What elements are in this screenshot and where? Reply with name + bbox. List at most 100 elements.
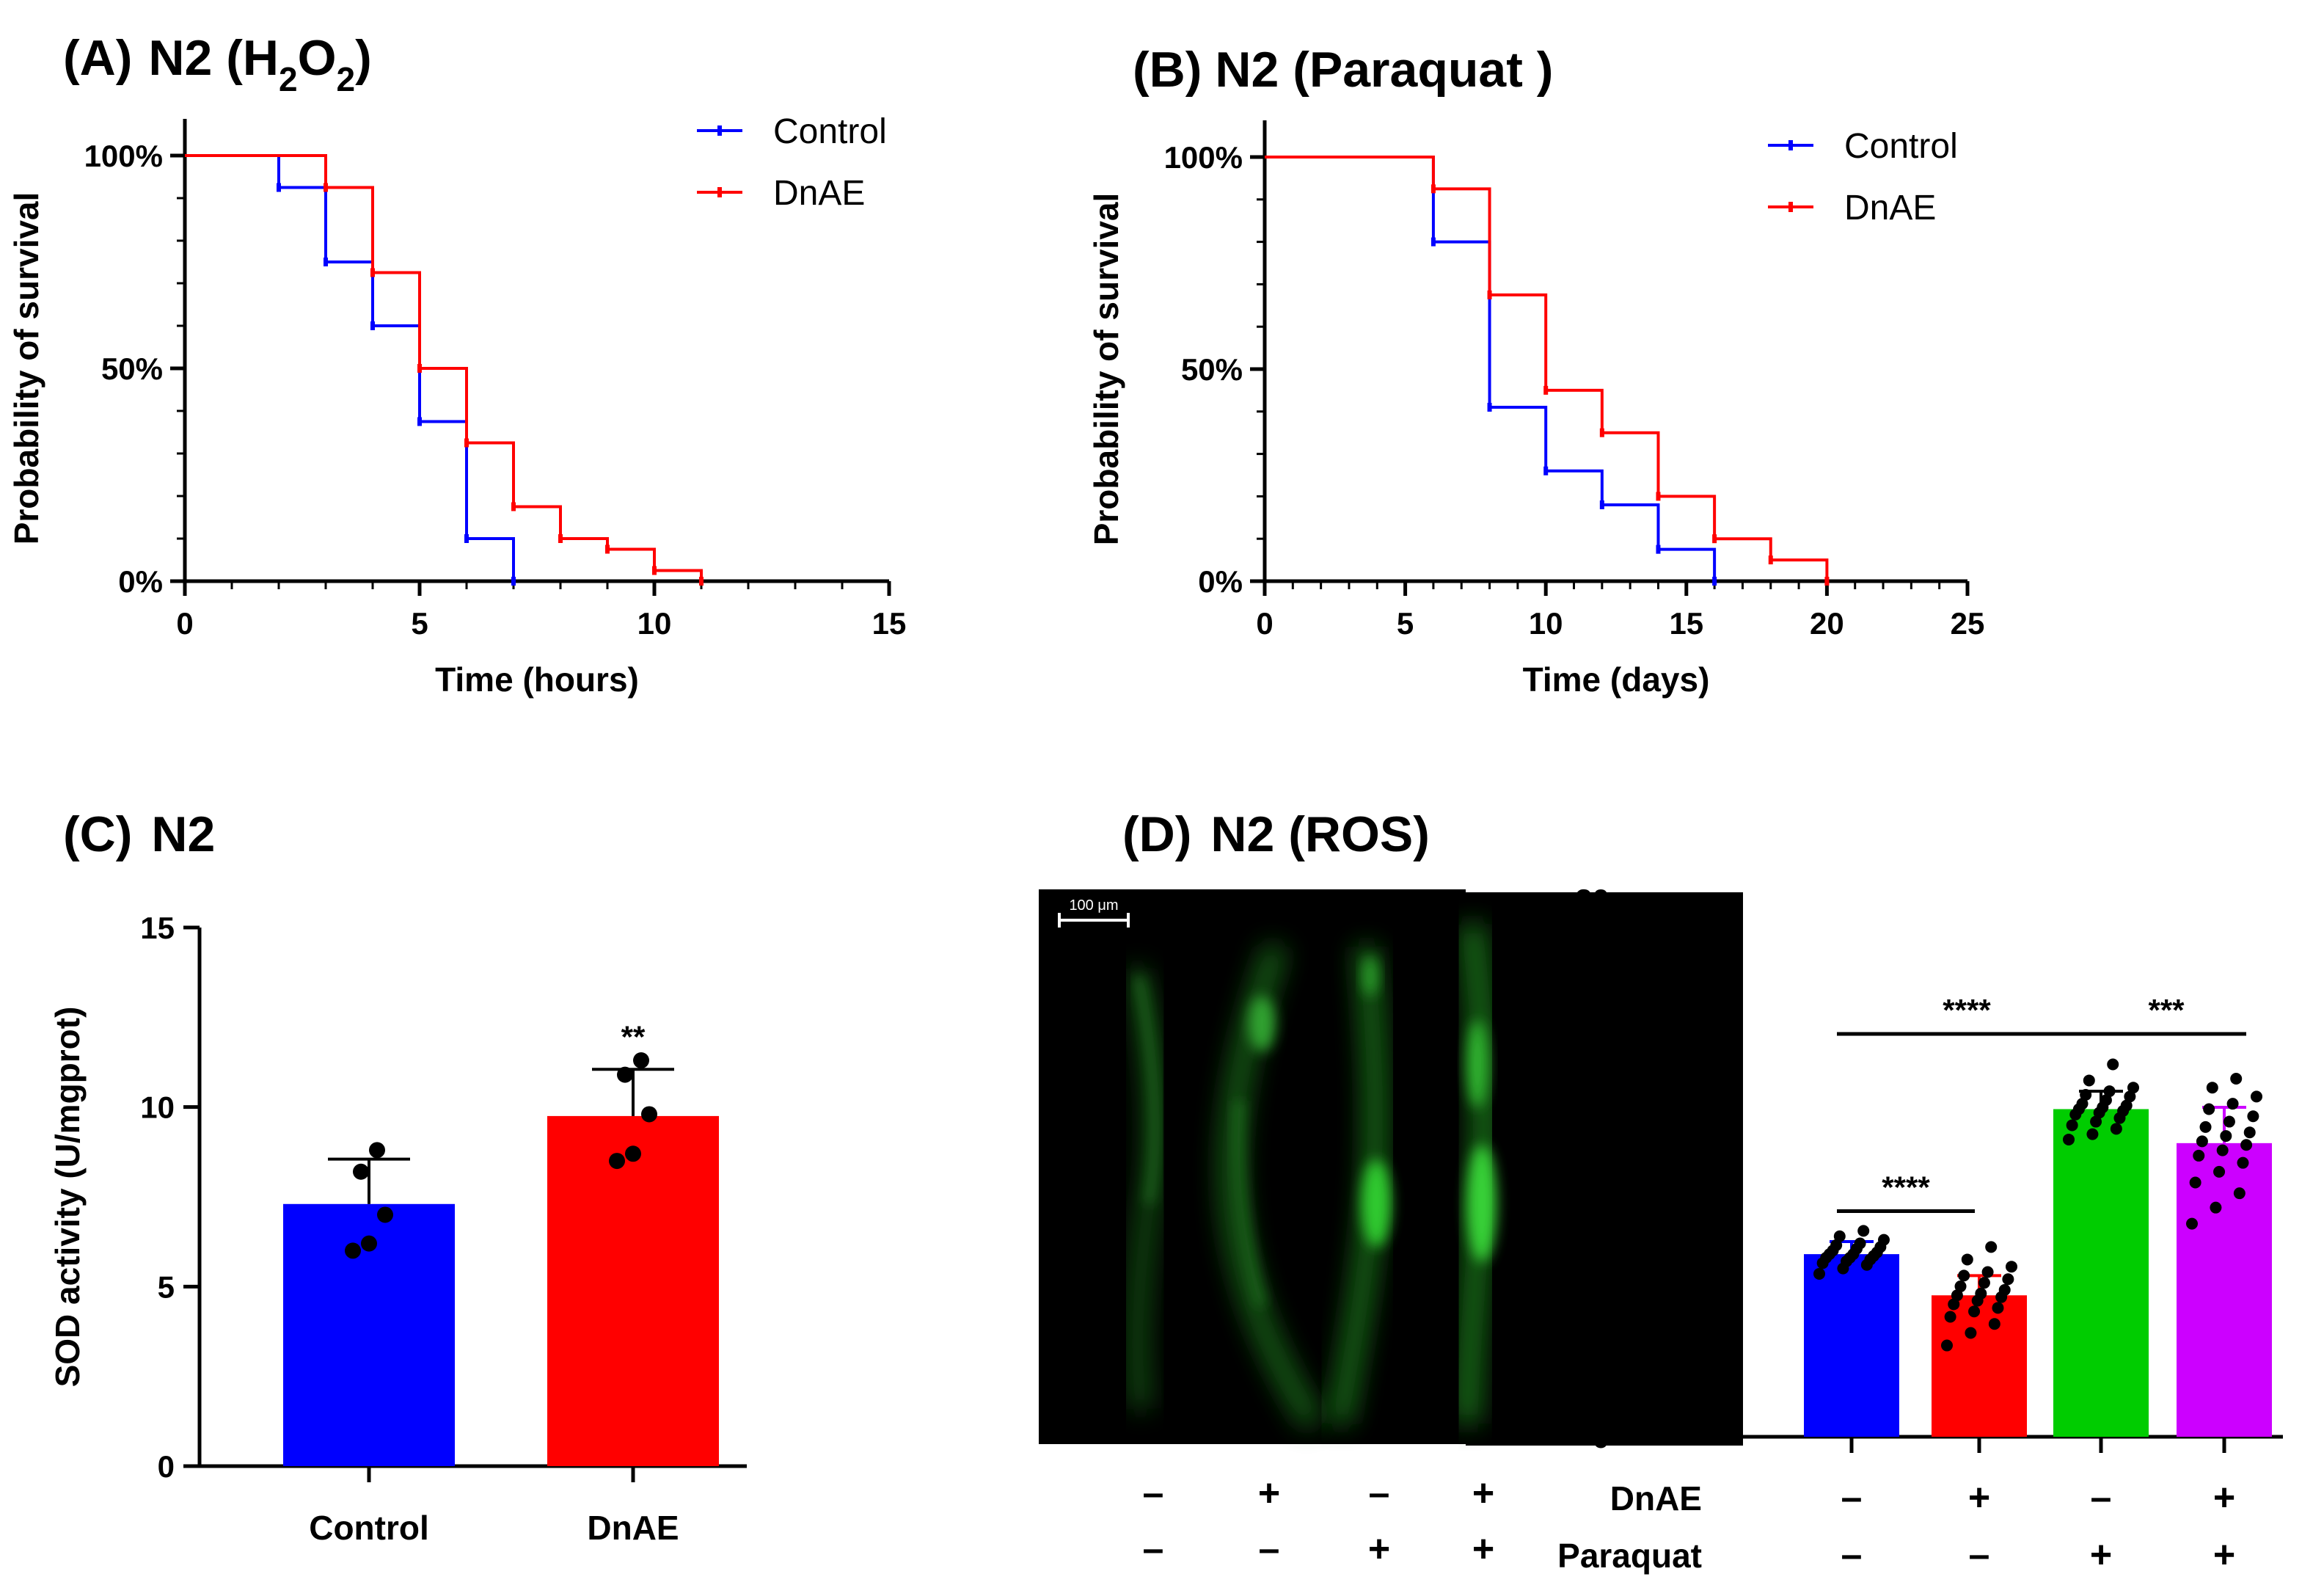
image-condition-labels: – + – + – – + +: [1143, 1472, 1495, 1570]
comparison-label: ****: [1882, 1170, 1930, 1205]
bar-4: [2177, 1143, 2272, 1437]
significance-label: **: [621, 1019, 646, 1054]
data-point: [361, 1235, 377, 1252]
data-point: [1985, 1241, 1998, 1253]
panel-a-label: (A): [63, 30, 132, 86]
worm-2: [1220, 942, 1323, 1429]
data-point: [2186, 1217, 2198, 1230]
worm-1: [1126, 966, 1164, 1410]
data-point: [2196, 1135, 2208, 1148]
data-point: [369, 1142, 385, 1159]
data-point: [2233, 1187, 2246, 1200]
data-point: [1978, 1277, 1990, 1289]
image-condition-sign: +: [1258, 1472, 1280, 1515]
image-panel-2: [1466, 892, 1743, 1446]
panel-a-title-end: ): [355, 30, 372, 86]
data-point: [1830, 1239, 1843, 1251]
data-point: [2206, 1082, 2218, 1094]
data-point: [2240, 1139, 2253, 1151]
data-point: [2063, 1133, 2075, 1145]
panel-a-title-text: N2 (H: [148, 30, 279, 86]
data-point: [2066, 1119, 2078, 1132]
data-point: [2107, 1058, 2119, 1071]
y-tick-label: 20: [1575, 1062, 1609, 1096]
data-point: [2216, 1144, 2229, 1156]
worm-4: [1455, 923, 1497, 1424]
panel-b-label: (B): [1133, 42, 1202, 98]
data-point: [625, 1145, 641, 1162]
data-point: [377, 1206, 393, 1223]
y-axis-label: SOD activity (U/mgprot): [48, 1007, 87, 1388]
panel-a-survival-chart: 0 5 10 15 0% 50% 100% Time (hours) Probability o…: [7, 112, 906, 699]
data-point: [1944, 1311, 1956, 1323]
data-point: [1813, 1267, 1825, 1280]
data-point: [2006, 1261, 2017, 1273]
data-point: [2223, 1115, 2235, 1128]
data-point: [1878, 1234, 1890, 1246]
data-point: [1958, 1269, 1970, 1282]
x-tick-label: 20: [1810, 606, 1844, 641]
data-point: [1854, 1237, 1866, 1250]
x-tick-label: 5: [1397, 606, 1414, 641]
image-condition-sign: –: [1143, 1528, 1164, 1570]
y-axis-label: Probability of survival: [7, 192, 45, 545]
data-point: [2237, 1156, 2249, 1169]
y-axis-label: Probability of survival: [1087, 193, 1125, 546]
data-point: [2080, 1088, 2092, 1101]
image-condition-sign: –: [1259, 1528, 1280, 1570]
image-condition-sign: –: [1143, 1472, 1164, 1515]
data-point: [1981, 1266, 1994, 1278]
bar-1: [1804, 1254, 1899, 1437]
condition-sign: –: [1841, 1534, 1863, 1576]
panel-c-title: (C) N2: [63, 806, 215, 862]
data-point: [1941, 1339, 1953, 1352]
data-point: [2090, 1115, 2102, 1128]
scale-bar-label: 100 μm: [1069, 897, 1118, 914]
data-point: [2189, 1176, 2201, 1189]
condition-sign: +: [2213, 1534, 2235, 1576]
ros-fluorescence-image: 100 μm: [1039, 889, 1743, 1446]
panel-b-title: (B) N2 (Paraquat ): [1133, 42, 1553, 98]
data-point: [2086, 1128, 2099, 1140]
worm-3: [1329, 945, 1391, 1426]
data-point: [1833, 1230, 1846, 1242]
x-tick-label: 5: [411, 606, 428, 641]
y-tick-label: 50%: [101, 351, 163, 386]
data-point: [2230, 1073, 2243, 1085]
image-condition-sign: +: [1472, 1472, 1494, 1515]
data-point: [2203, 1103, 2215, 1115]
data-point: [617, 1066, 633, 1083]
condition-label-paraquat: Paraquat: [1557, 1537, 1702, 1575]
y-tick-label: 100%: [1164, 140, 1243, 175]
legend-label-dnae: DnAE: [1844, 189, 1936, 227]
data-point: [1948, 1298, 1960, 1311]
data-point: [1961, 1253, 1973, 1266]
image-condition-sign: +: [1472, 1528, 1494, 1570]
condition-sign: +: [2213, 1476, 2235, 1519]
panel-a-title: (A) N2 (H2O2): [63, 30, 372, 98]
data-point: [1951, 1289, 1963, 1302]
y-tick-label: 50%: [1181, 352, 1243, 387]
y-tick-label: 30: [1575, 883, 1609, 917]
data-point: [2002, 1273, 2014, 1286]
panel-d-title: (D) N2 (ROS): [1122, 806, 1430, 862]
legend-label-control: Control: [773, 112, 887, 151]
x-axis-label: Time (days): [1523, 660, 1710, 699]
y-tick-label: 15: [140, 911, 175, 945]
x-tick-label: 10: [1529, 606, 1563, 641]
y-tick-label: 0%: [118, 564, 163, 599]
data-point: [1857, 1225, 1870, 1237]
panel-c-sod-chart: 0 5 10 15 SOD activity (U/mgprot) Control DnAE…: [48, 911, 747, 1547]
x-tick-label: 10: [637, 606, 672, 641]
y-tick-label: 100%: [84, 139, 163, 173]
data-point: [641, 1106, 657, 1123]
series-line-dnae: [185, 154, 703, 581]
data-point: [2110, 1123, 2122, 1135]
data-point: [1954, 1280, 1967, 1293]
data-point: [2210, 1201, 2222, 1214]
data-point: [1965, 1327, 1977, 1339]
panel-d-label: (D): [1122, 806, 1191, 862]
x-tick-label: 25: [1951, 606, 1985, 641]
